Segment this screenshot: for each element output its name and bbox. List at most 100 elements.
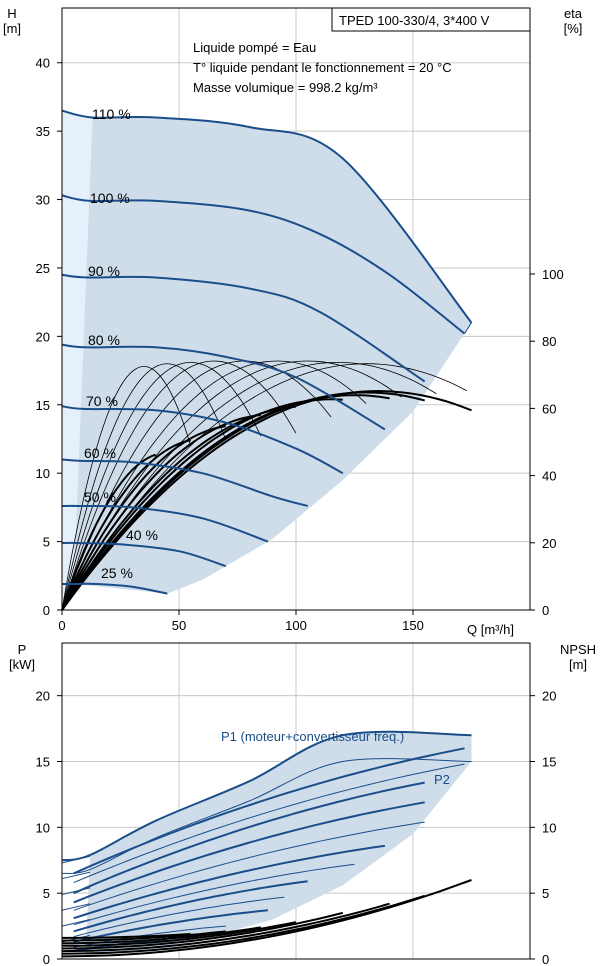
head-curve <box>61 541 227 568</box>
efficiency-curve-bold <box>61 394 390 611</box>
y-axis-unit-h: [m] <box>3 21 21 36</box>
speed-label: 50 % <box>84 489 116 505</box>
npsh-curve <box>61 911 344 950</box>
power-curve <box>73 781 425 895</box>
info-line-density: Masse volumique = 998.2 kg/m³ <box>193 80 378 95</box>
power-curves <box>61 730 472 953</box>
operating-region-fill <box>73 116 472 594</box>
chart-title: TPED 100-330/4, 3*400 V <box>339 13 490 28</box>
y-tick-label: 0 <box>43 603 50 618</box>
head-curve <box>61 458 308 507</box>
y2-tick-label: 100 <box>542 267 564 282</box>
npsh-curve <box>61 926 262 945</box>
x-tick-label: 0 <box>58 618 65 633</box>
operating-region <box>62 110 472 610</box>
speed-label: 40 % <box>126 527 158 543</box>
head-curve <box>61 273 426 383</box>
npsh-curve <box>62 933 191 939</box>
x-tick-label: 100 <box>285 618 307 633</box>
npsh-curve <box>61 894 425 955</box>
y2-tick-label: 0 <box>542 603 549 618</box>
power-curve <box>73 844 386 920</box>
title-box <box>331 7 531 32</box>
efficiency-curve <box>61 360 297 611</box>
power-curve-stub <box>61 871 91 880</box>
power-curve <box>73 747 465 875</box>
power-curve-stub <box>61 919 91 927</box>
head-curves <box>61 109 473 595</box>
efficiency-curve-bold <box>61 425 226 611</box>
head-curve <box>62 582 168 595</box>
y2-axis-label-npsh: NPSH <box>560 642 596 657</box>
head-curve <box>61 343 386 431</box>
head-curve <box>61 405 344 475</box>
efficiency-curve <box>61 363 227 611</box>
head-curve <box>61 109 473 324</box>
efficiency-curve-bold <box>61 390 472 611</box>
efficiency-curve <box>61 366 192 611</box>
y-axis-label-h: H <box>7 6 16 21</box>
power-curve-stub <box>61 887 91 895</box>
info-line-liquid: Liquide pompé = Eau <box>193 40 316 55</box>
y2-tick-label: 80 <box>542 334 556 349</box>
power-curve <box>73 880 308 933</box>
y-tick-label: 5 <box>43 886 50 901</box>
p1-curve <box>61 730 472 862</box>
y-tick-label: 15 <box>36 755 50 770</box>
y2-tick-label: 5 <box>542 886 549 901</box>
power-curve <box>73 909 268 943</box>
npsh-curve <box>61 921 297 947</box>
bottom-plot-frame <box>61 642 531 960</box>
x-tick-label: 50 <box>172 618 186 633</box>
speed-label: 80 % <box>88 332 120 348</box>
npsh-curve <box>61 902 390 953</box>
y-tick-label: 25 <box>36 261 50 276</box>
speed-curve-labels: 110 % 100 % 90 % 80 % 70 % 60 % 50 % 40 % 25 % <box>84 106 158 581</box>
efficiency-curves <box>61 360 472 611</box>
power-curve-stub <box>61 903 91 911</box>
y2-axis-label-eta: eta <box>564 6 583 21</box>
y-tick-label: 10 <box>36 820 50 835</box>
power-curve <box>73 863 355 926</box>
npsh-curve <box>61 930 226 942</box>
y-tick-label: 0 <box>43 952 50 966</box>
y-tick-label: 35 <box>36 124 50 139</box>
power-curve-stub <box>61 855 91 864</box>
y-tick-label: 5 <box>43 535 50 550</box>
power-curve <box>73 763 465 884</box>
y-axis-unit-p: [kW] <box>9 657 35 672</box>
power-curve <box>73 821 425 911</box>
y2-tick-label: 60 <box>542 401 556 416</box>
p2-curve <box>61 758 472 874</box>
y-tick-label: 20 <box>36 689 50 704</box>
power-npsh-panel: 0 5 10 15 20 0 5 10 15 20 P [kW] NPSH [m] P1 (mot… <box>9 642 596 966</box>
p2-annotation: P2 <box>434 772 450 787</box>
y-tick-label: 30 <box>36 193 50 208</box>
y2-axis-unit-eta: [%] <box>564 21 583 36</box>
power-curve <box>73 896 285 938</box>
p1-annotation: P1 (moteur+convertisseur fréq.) <box>221 729 404 744</box>
speed-label: 70 % <box>86 393 118 409</box>
y2-axis-unit-npsh: [m] <box>569 657 587 672</box>
y-tick-label: 10 <box>36 466 50 481</box>
bottom-axis-ticks: 0 5 10 15 20 0 5 10 15 20 <box>36 689 557 966</box>
y-tick-label: 40 <box>36 56 50 71</box>
x-axis-label-q: Q [m³/h] <box>467 622 514 637</box>
y2-tick-label: 40 <box>542 469 556 484</box>
head-curve <box>61 194 466 335</box>
head-curve <box>61 504 269 543</box>
efficiency-curve-bold <box>61 439 191 611</box>
y2-tick-label: 10 <box>542 820 556 835</box>
y-axis-label-p: P <box>18 642 27 657</box>
head-efficiency-panel: 0 50 100 150 0 5 10 15 20 25 30 35 40 0 20 40 60 80 100 11… <box>3 6 583 637</box>
power-region <box>85 731 472 957</box>
power-region-fill <box>85 731 472 957</box>
speed-label: 25 % <box>101 565 133 581</box>
power-curve <box>73 801 425 904</box>
y2-tick-label: 15 <box>542 755 556 770</box>
speed-label: 100 % <box>90 190 130 206</box>
speed-label: 90 % <box>88 263 120 279</box>
speed-label: 110 % <box>92 106 131 122</box>
y-tick-label: 20 <box>36 329 50 344</box>
